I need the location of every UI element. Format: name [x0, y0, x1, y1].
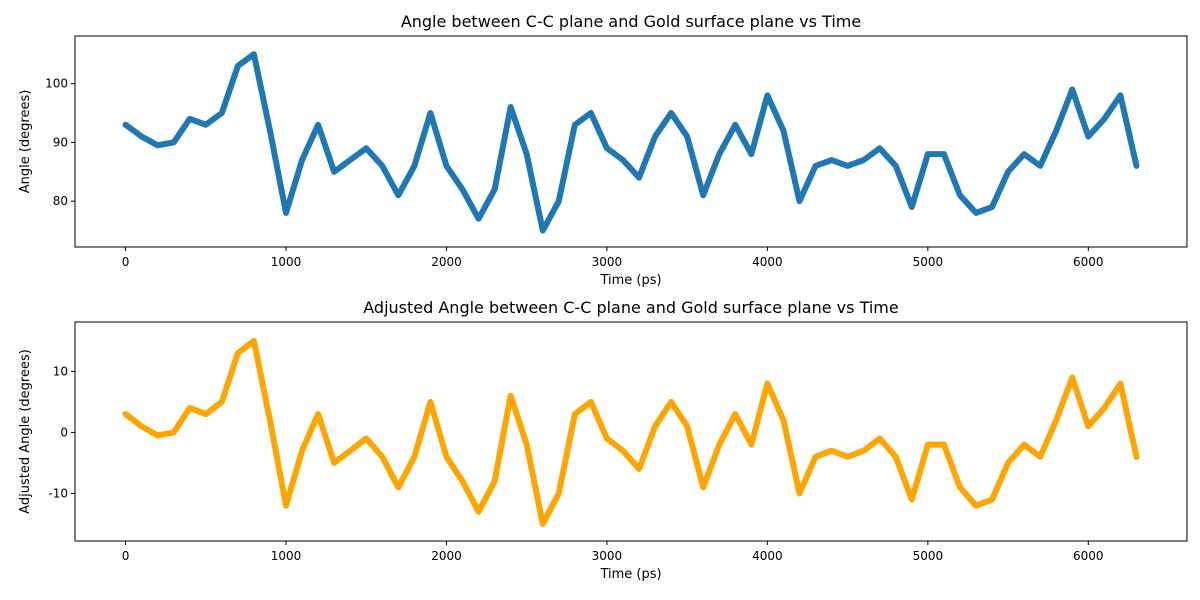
x-tick-label: 3000 — [592, 255, 623, 269]
x-tick-label: 4000 — [752, 255, 783, 269]
x-tick-label: 5000 — [913, 549, 944, 563]
y-tick-label: 80 — [53, 194, 68, 208]
data-line — [122, 51, 1140, 234]
y-tick-label: 90 — [53, 135, 68, 149]
x-tick-label: 6000 — [1073, 549, 1104, 563]
x-tick-label: 2000 — [431, 549, 462, 563]
x-tick-label: 1000 — [271, 549, 302, 563]
chart-title: Adjusted Angle between C-C plane and Gol… — [363, 298, 898, 317]
axes-frame — [74, 35, 1188, 248]
x-tick-label: 4000 — [752, 549, 783, 563]
y-tick-label: -10 — [48, 486, 68, 500]
x-tick-label: 3000 — [592, 549, 623, 563]
x-tick-label: 6000 — [1073, 255, 1104, 269]
x-tick-label: 1000 — [271, 255, 302, 269]
y-axis-label: Adjusted Angle (degrees) — [18, 349, 33, 514]
axes-frame — [74, 321, 1188, 542]
y-tick-label: 0 — [60, 425, 68, 439]
y-tick-label: 10 — [53, 364, 68, 378]
y-tick-label: 100 — [45, 77, 68, 91]
x-axis-label: Time (ps) — [599, 273, 661, 288]
chart-title: Angle between C-C plane and Gold surface… — [401, 12, 861, 31]
x-tick-label: 5000 — [913, 255, 944, 269]
x-axis-label: Time (ps) — [599, 567, 661, 582]
y-axis-label: Angle (degrees) — [18, 90, 33, 194]
x-tick-label: 2000 — [431, 255, 462, 269]
data-line — [122, 337, 1140, 527]
x-tick-label: 0 — [122, 549, 130, 563]
x-tick-label: 0 — [122, 255, 130, 269]
